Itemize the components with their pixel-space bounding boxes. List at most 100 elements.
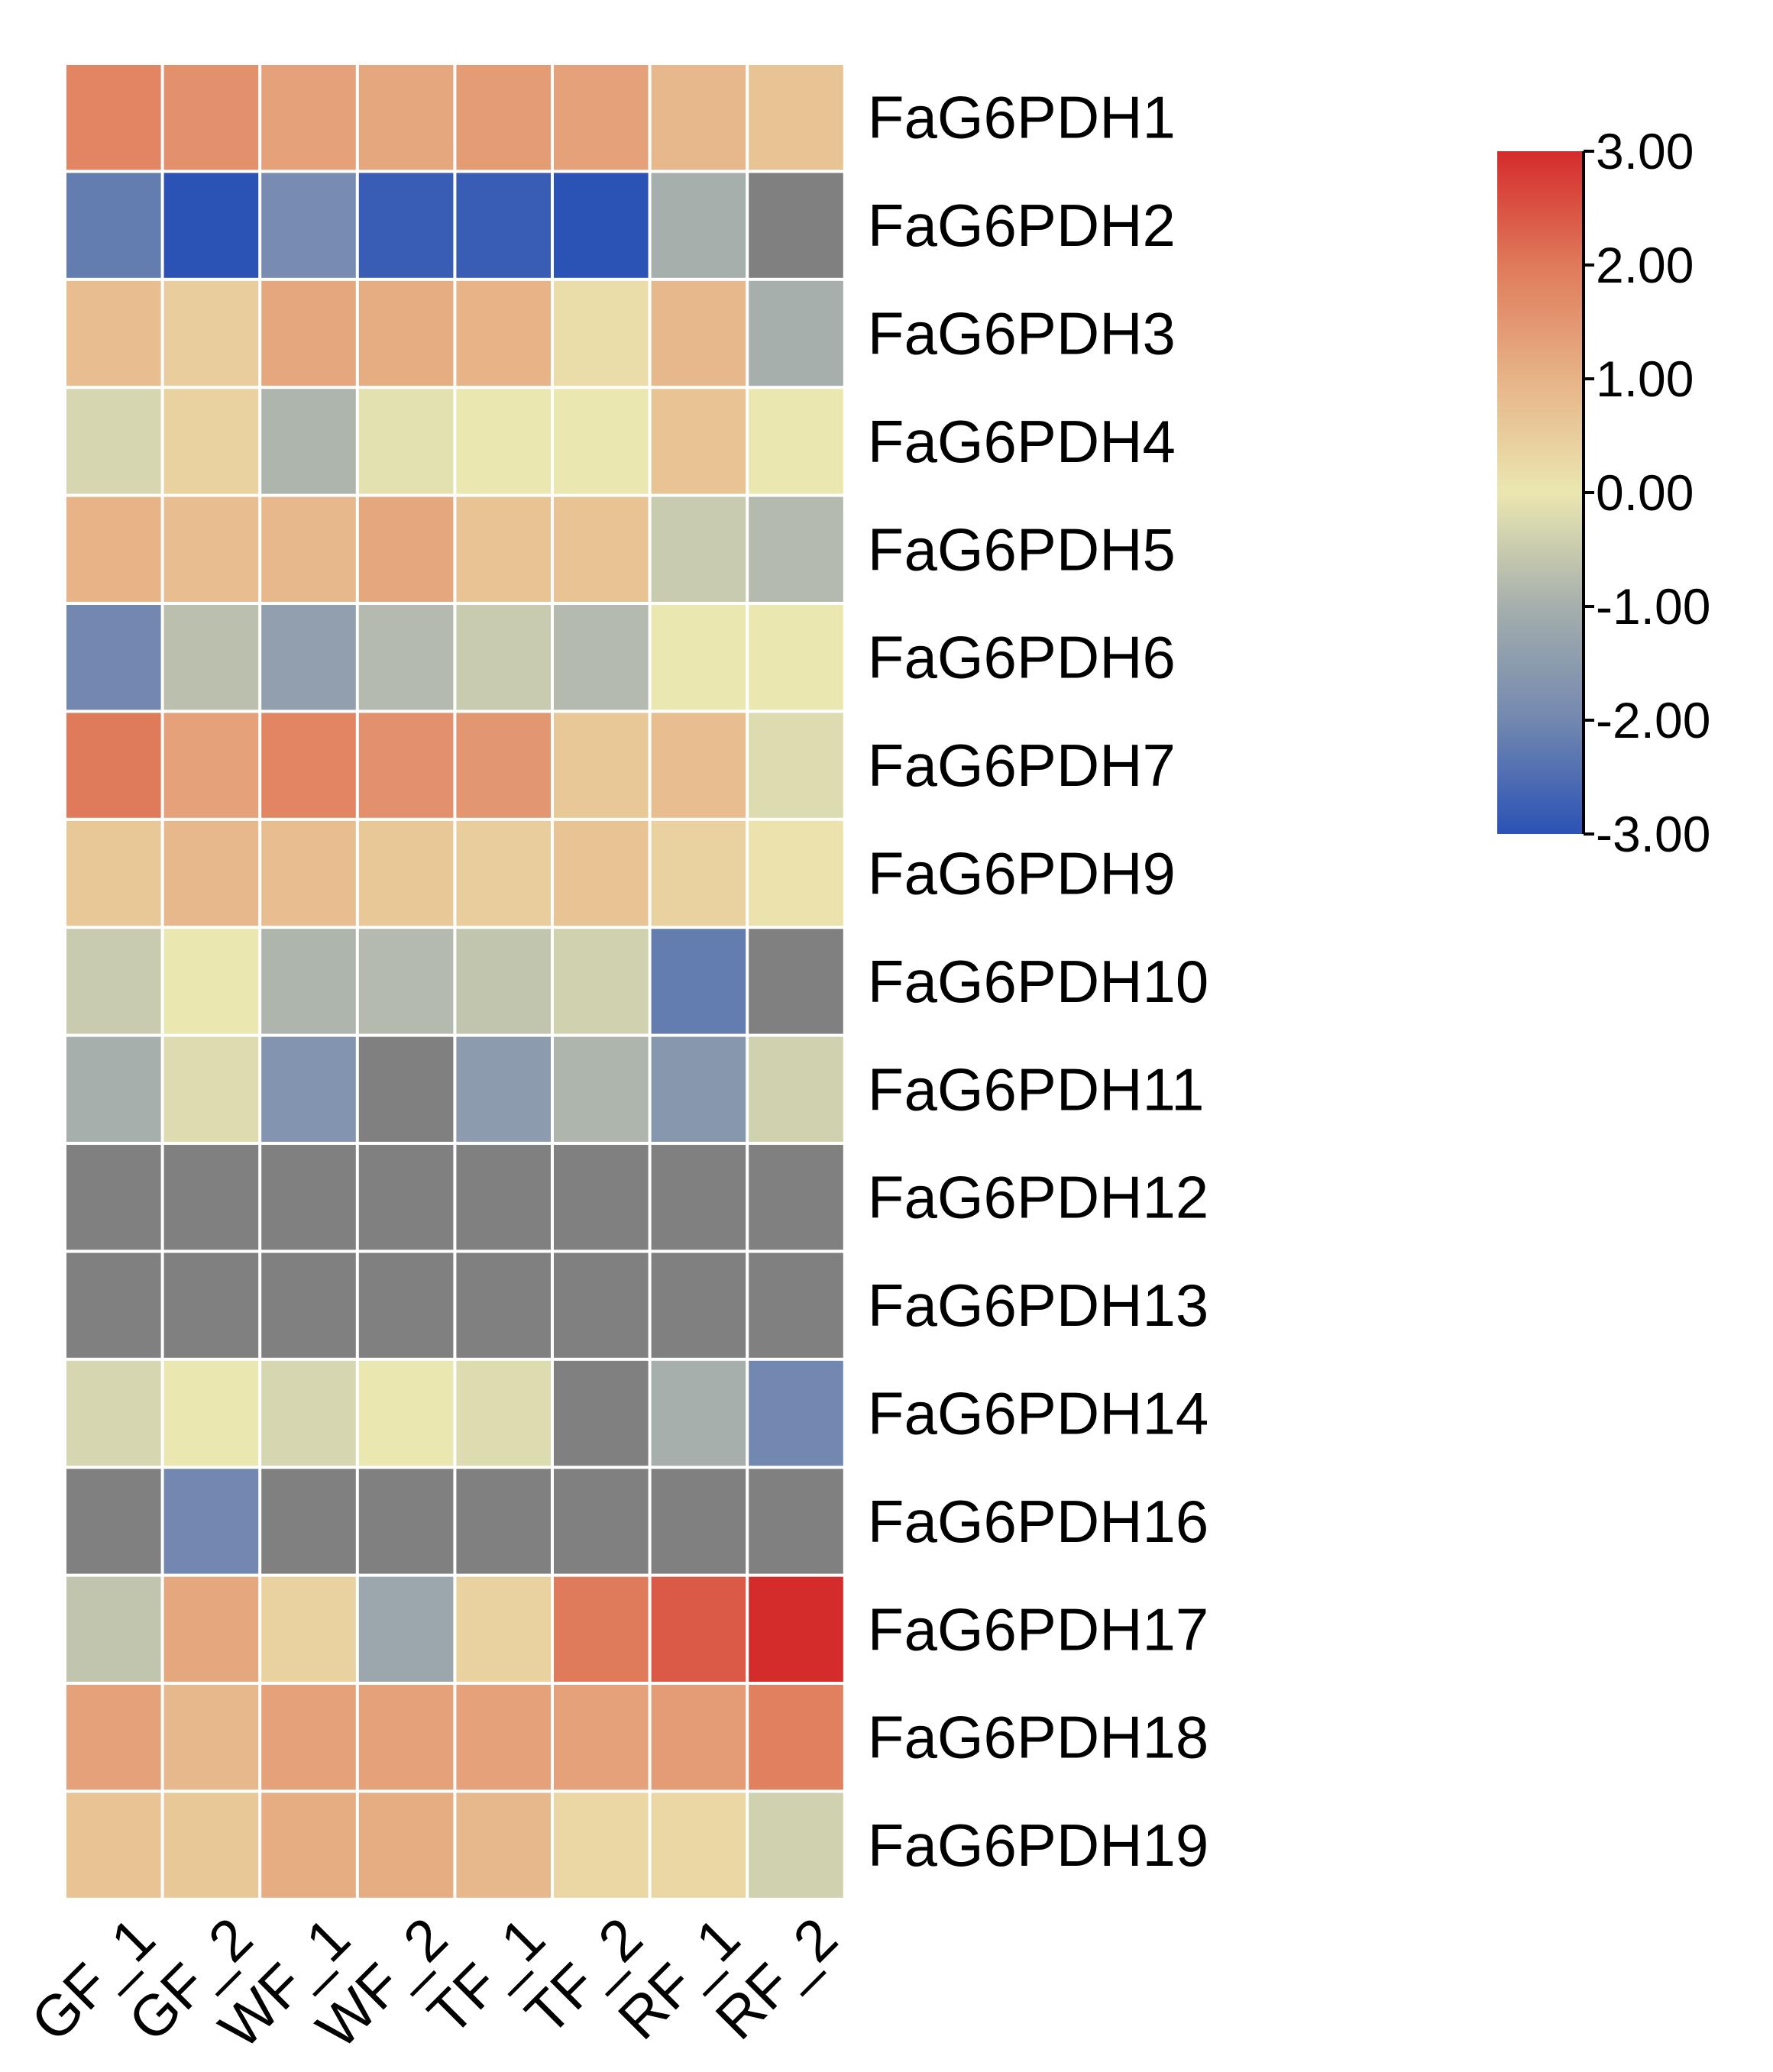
row-label: FaG6PDH14 bbox=[868, 1380, 1209, 1447]
heatmap-cell bbox=[163, 173, 259, 278]
heatmap-cell bbox=[358, 605, 454, 710]
row-label: FaG6PDH1 bbox=[868, 84, 1176, 151]
row-label: FaG6PDH12 bbox=[868, 1164, 1209, 1231]
heatmap-cell bbox=[358, 280, 454, 386]
heatmap-cell bbox=[749, 1036, 843, 1142]
heatmap-cell bbox=[456, 820, 551, 926]
heatmap-cell bbox=[554, 496, 649, 602]
heatmap-cell bbox=[66, 1360, 161, 1466]
heatmap-cell bbox=[456, 1145, 551, 1250]
heatmap-cell bbox=[749, 1145, 843, 1250]
colorbar-gradient bbox=[1497, 151, 1584, 834]
row-labels: FaG6PDH1 FaG6PDH2 FaG6PDH3 FaG6PDH4 FaG6PDH5… bbox=[868, 84, 1209, 1879]
row-label: FaG6PDH3 bbox=[868, 300, 1176, 367]
heatmap-cell bbox=[749, 280, 843, 386]
heatmap-cell bbox=[651, 1360, 746, 1466]
heatmap-cell bbox=[749, 1576, 843, 1682]
heatmap-cell bbox=[554, 820, 649, 926]
heatmap-cell bbox=[456, 280, 551, 386]
heatmap-cell bbox=[66, 1792, 161, 1898]
heatmap-cell bbox=[358, 496, 454, 602]
heatmap-cell bbox=[651, 496, 746, 602]
heatmap-cell bbox=[456, 713, 551, 818]
heatmap-cell bbox=[651, 1576, 746, 1682]
heatmap-cell bbox=[554, 1576, 649, 1682]
heatmap-cell bbox=[651, 280, 746, 386]
heatmap-cell bbox=[261, 605, 356, 710]
heatmap-cell bbox=[261, 1253, 356, 1358]
column-label: TF_1 bbox=[416, 1906, 558, 2048]
row-label: FaG6PDH10 bbox=[868, 948, 1209, 1015]
heatmap-cell bbox=[66, 1469, 161, 1574]
heatmap-cell bbox=[554, 1792, 649, 1898]
heatmap-cell bbox=[163, 1036, 259, 1142]
heatmap-cell bbox=[66, 1685, 161, 1790]
heatmap-cell bbox=[66, 713, 161, 818]
heatmap-cell bbox=[651, 929, 746, 1034]
heatmap-cell bbox=[358, 1576, 454, 1682]
heatmap-cell bbox=[66, 605, 161, 710]
heatmap-cell bbox=[554, 173, 649, 278]
heatmap-cell bbox=[456, 173, 551, 278]
heatmap-cell bbox=[554, 65, 649, 170]
heatmap-cell bbox=[749, 1360, 843, 1466]
heatmap-cell bbox=[66, 1576, 161, 1682]
heatmap-cell bbox=[651, 605, 746, 710]
row-label: FaG6PDH2 bbox=[868, 192, 1176, 259]
heatmap-cell bbox=[456, 1360, 551, 1466]
heatmap-cell bbox=[651, 173, 746, 278]
heatmap-cell bbox=[456, 65, 551, 170]
colorbar-tick-label: -2.00 bbox=[1596, 692, 1710, 748]
colorbar-tick-label: 0.00 bbox=[1596, 464, 1694, 521]
colorbar: 3.00 2.00 1.00 0.00 -1.00 -2.00 -3.00 bbox=[1497, 123, 1710, 862]
row-label: FaG6PDH6 bbox=[868, 624, 1176, 691]
heatmap-cell bbox=[651, 820, 746, 926]
heatmap-cell bbox=[651, 1253, 746, 1358]
heatmap-cell bbox=[358, 1469, 454, 1574]
heatmap-cell bbox=[554, 1360, 649, 1466]
heatmap-cell bbox=[261, 389, 356, 494]
heatmap-cell bbox=[66, 65, 161, 170]
heatmap-cell bbox=[163, 1253, 259, 1358]
heatmap-cell bbox=[651, 1145, 746, 1250]
colorbar-tick-label: 2.00 bbox=[1596, 237, 1694, 293]
heatmap-cell bbox=[554, 713, 649, 818]
colorbar-tick-label: 3.00 bbox=[1596, 123, 1694, 179]
heatmap-cell bbox=[749, 1469, 843, 1574]
heatmap-cell bbox=[456, 1792, 551, 1898]
heatmap-cell bbox=[261, 1469, 356, 1574]
row-label: FaG6PDH13 bbox=[868, 1272, 1209, 1339]
heatmap-cell bbox=[651, 1685, 746, 1790]
heatmap-cell bbox=[554, 280, 649, 386]
heatmap-cell bbox=[651, 389, 746, 494]
heatmap-cell bbox=[163, 496, 259, 602]
heatmap-cell bbox=[554, 1145, 649, 1250]
row-label: FaG6PDH5 bbox=[868, 516, 1176, 583]
heatmap-cell bbox=[554, 1469, 649, 1574]
heatmap-cell bbox=[163, 65, 259, 170]
heatmap-cell bbox=[749, 1253, 843, 1358]
heatmap-cell bbox=[651, 1036, 746, 1142]
heatmap-cell bbox=[261, 713, 356, 818]
heatmap-cell bbox=[456, 1036, 551, 1142]
heatmap-cell bbox=[163, 1685, 259, 1790]
heatmap-cell bbox=[261, 1576, 356, 1682]
row-label: FaG6PDH7 bbox=[868, 732, 1176, 799]
heatmap-cell bbox=[358, 1792, 454, 1898]
colorbar-tick-label: -1.00 bbox=[1596, 578, 1710, 635]
heatmap-cell bbox=[261, 820, 356, 926]
heatmap-cell bbox=[749, 929, 843, 1034]
heatmap-cell bbox=[163, 1145, 259, 1250]
heatmap-cell bbox=[261, 1360, 356, 1466]
row-label: FaG6PDH9 bbox=[868, 840, 1176, 907]
heatmap-cell bbox=[749, 820, 843, 926]
heatmap-cell bbox=[66, 1145, 161, 1250]
heatmap-cell bbox=[554, 605, 649, 710]
heatmap-cell bbox=[651, 65, 746, 170]
heatmap-cell bbox=[66, 496, 161, 602]
heatmap-cell bbox=[358, 1685, 454, 1790]
heatmap-cell bbox=[749, 496, 843, 602]
heatmap-cell bbox=[749, 173, 843, 278]
heatmap-cell bbox=[456, 1576, 551, 1682]
